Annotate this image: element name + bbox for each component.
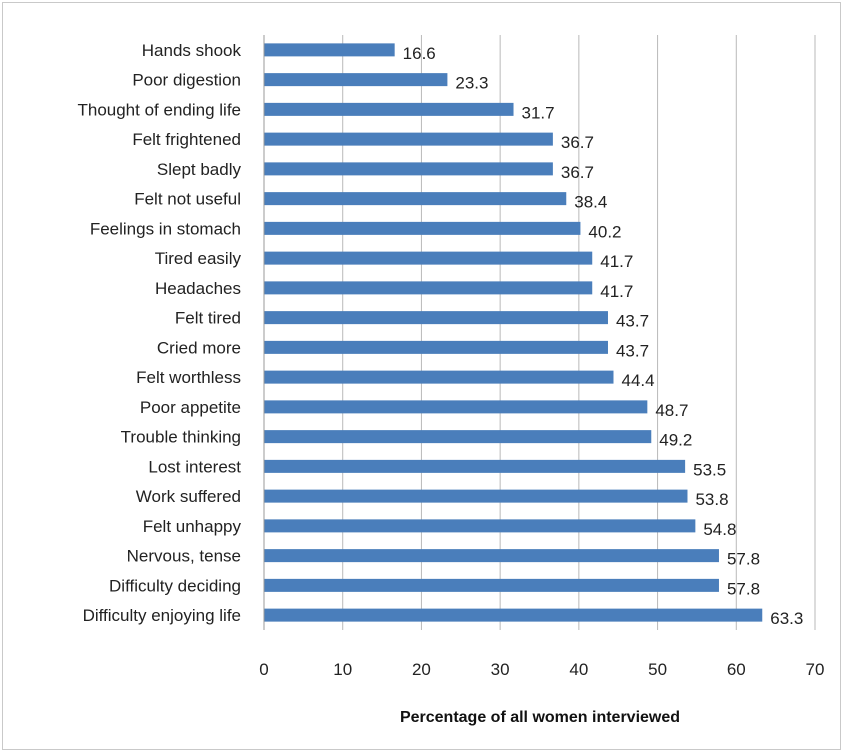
category-label: Thought of ending life xyxy=(77,100,241,119)
category-label: Poor appetite xyxy=(140,398,241,417)
value-label: 43.7 xyxy=(616,312,649,331)
value-label: 41.7 xyxy=(600,252,633,271)
value-label: 36.7 xyxy=(561,163,594,182)
bar xyxy=(264,549,719,563)
value-label: 48.7 xyxy=(655,401,688,420)
value-label: 54.8 xyxy=(703,520,736,539)
category-label: Slept badly xyxy=(157,160,242,179)
value-label: 23.3 xyxy=(455,74,488,93)
bar xyxy=(264,102,514,116)
value-label: 16.6 xyxy=(403,44,436,63)
bar xyxy=(264,132,553,146)
x-tick-label: 40 xyxy=(569,660,588,679)
x-tick-label: 10 xyxy=(333,660,352,679)
category-label: Felt tired xyxy=(175,309,241,328)
bar xyxy=(264,251,593,265)
value-label: 44.4 xyxy=(621,371,654,390)
bar xyxy=(264,489,688,503)
category-label: Hands shook xyxy=(142,41,242,60)
value-label: 40.2 xyxy=(588,222,621,241)
x-tick-label: 60 xyxy=(727,660,746,679)
x-tick-label: 0 xyxy=(259,660,268,679)
value-label: 43.7 xyxy=(616,341,649,360)
category-label: Difficulty enjoying life xyxy=(83,606,241,625)
bar xyxy=(264,459,686,473)
x-tick-labels: 0 10 20 30 40 50 60 70 xyxy=(259,660,824,679)
bar xyxy=(264,281,593,295)
category-label: Trouble thinking xyxy=(121,428,241,447)
x-tick-label: 50 xyxy=(648,660,667,679)
category-label: Felt frightened xyxy=(132,130,241,149)
bar xyxy=(264,370,614,384)
x-tick-label: 30 xyxy=(491,660,510,679)
category-label: Feelings in stomach xyxy=(90,219,241,238)
value-label: 38.4 xyxy=(574,193,607,212)
bar xyxy=(264,400,648,414)
x-tick-label: 70 xyxy=(806,660,825,679)
category-label: Felt not useful xyxy=(134,190,241,209)
category-label: Difficulty deciding xyxy=(109,576,241,595)
value-label: 41.7 xyxy=(600,282,633,301)
bar xyxy=(264,578,719,592)
bar xyxy=(264,221,581,235)
category-label: Tired easily xyxy=(155,249,242,268)
bar xyxy=(264,162,553,176)
bars xyxy=(264,43,763,622)
value-label: 49.2 xyxy=(659,431,692,450)
bar xyxy=(264,519,696,533)
value-label: 53.8 xyxy=(695,490,728,509)
category-label: Cried more xyxy=(157,338,241,357)
bar xyxy=(264,340,608,354)
category-label: Nervous, tense xyxy=(127,547,241,566)
gridlines xyxy=(342,35,816,630)
category-label: Work suffered xyxy=(136,487,241,506)
bar xyxy=(264,311,608,325)
bar xyxy=(264,73,448,87)
value-labels: 16.6 23.3 31.7 36.7 36.7 38.4 40.2 41.7 41.7 43.7… xyxy=(403,44,804,628)
value-label: 36.7 xyxy=(561,133,594,152)
category-labels: Hands shook Poor digestion Thought of endi… xyxy=(77,41,241,625)
value-label: 57.8 xyxy=(727,550,760,569)
bar xyxy=(264,430,652,444)
bar xyxy=(264,192,567,206)
x-tick-label: 20 xyxy=(412,660,431,679)
category-label: Felt unhappy xyxy=(143,517,242,536)
category-label: Headaches xyxy=(155,279,241,298)
value-label: 57.8 xyxy=(727,579,760,598)
x-axis-title: Percentage of all women interviewed xyxy=(400,709,680,726)
category-label: Poor digestion xyxy=(132,71,241,90)
value-label: 53.5 xyxy=(693,460,726,479)
category-label: Felt worthless xyxy=(136,368,241,387)
value-label: 63.3 xyxy=(770,609,803,628)
value-label: 31.7 xyxy=(522,103,555,122)
bar xyxy=(264,43,395,57)
bar xyxy=(264,608,763,622)
category-label: Lost interest xyxy=(148,457,241,476)
